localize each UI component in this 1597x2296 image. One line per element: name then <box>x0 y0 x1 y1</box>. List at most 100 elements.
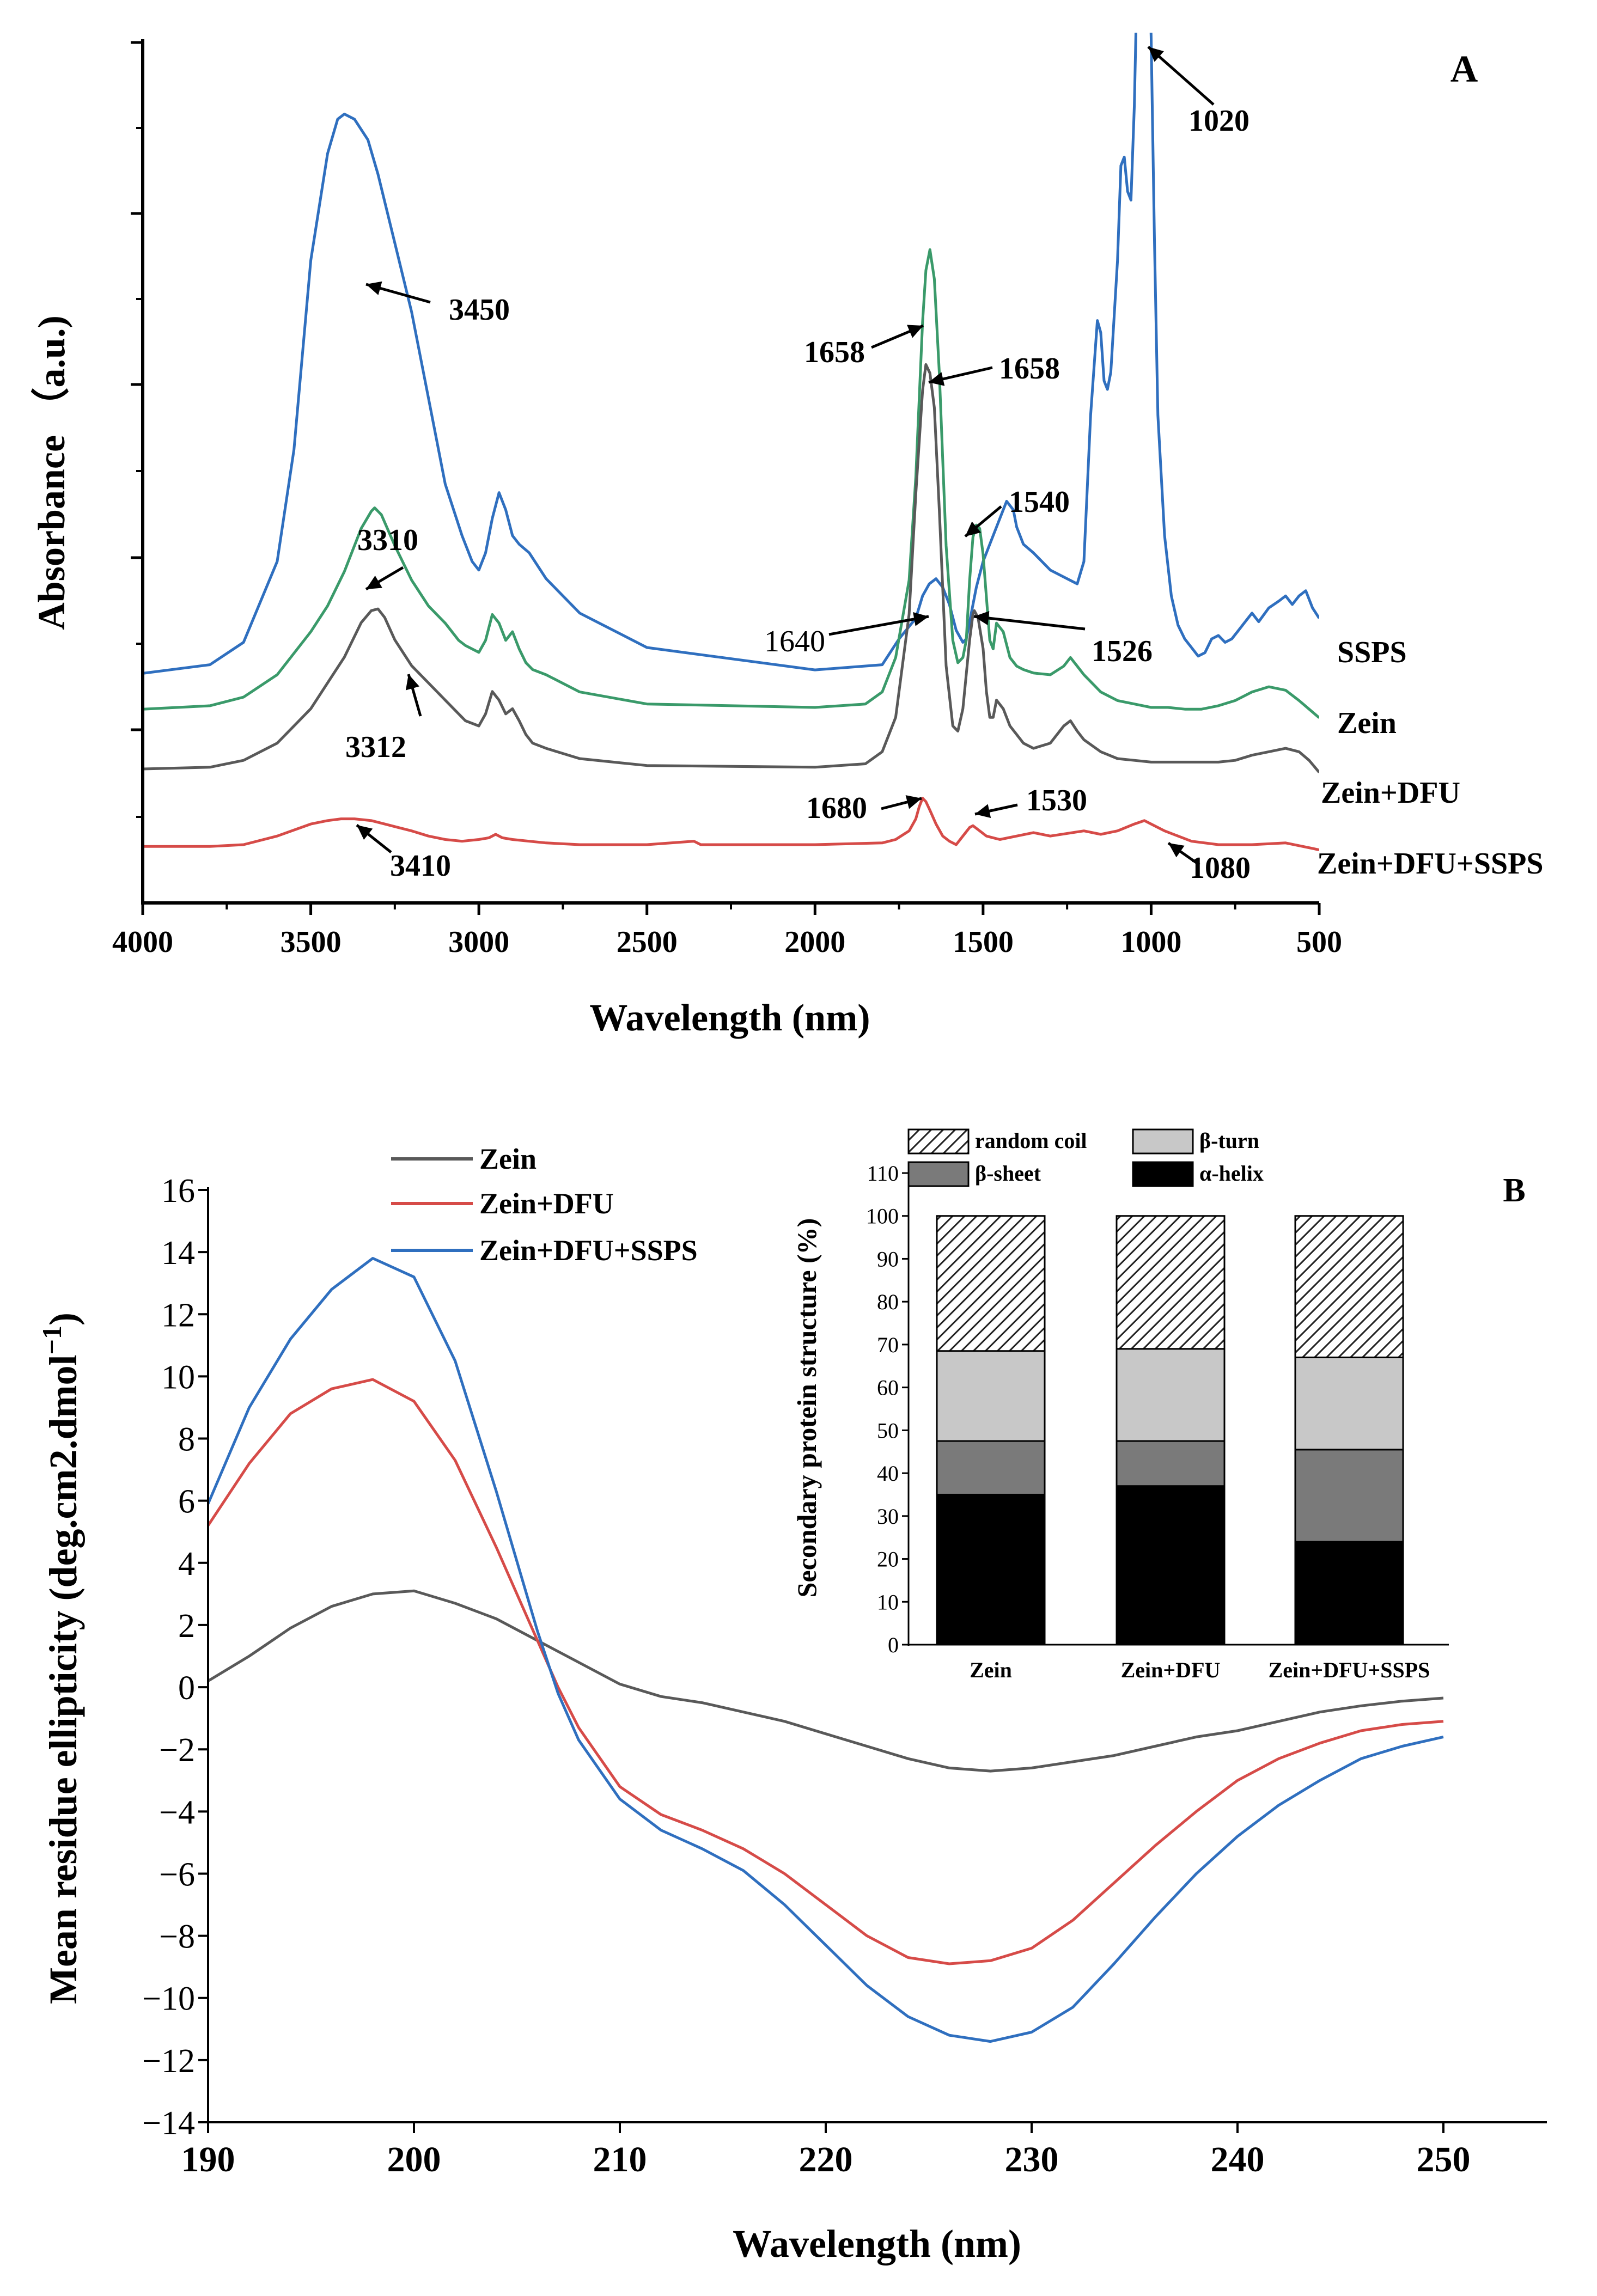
annotation-label: 1540 <box>1009 485 1070 519</box>
annotation-1080: 1080 <box>1167 841 1251 885</box>
panel-a-x-tick-label: 3000 <box>448 925 509 959</box>
inset-legend-item-turn: β-turn <box>1132 1128 1259 1155</box>
annotation-1540: 1540 <box>964 485 1070 538</box>
inset-y-tick-label: 70 <box>877 1333 899 1357</box>
panel-b-x-tick-label: 190 <box>181 2140 235 2179</box>
panel-b-x-tick-label: 200 <box>387 2140 441 2179</box>
panel-b-x-ticks: 190 200 210 220 230 240 250 <box>181 2122 1471 2179</box>
panel-a-x-tick-label: 2500 <box>617 925 678 959</box>
panel-b-y-tick-label: 0 <box>178 1670 195 1707</box>
annotation-1640: 1640 <box>764 612 929 658</box>
inset-segment-helix <box>1116 1485 1226 1646</box>
legend-label: Zein+DFU <box>479 1187 614 1220</box>
inset-legend-swatch <box>907 1161 970 1187</box>
legend-label: Zein <box>479 1143 537 1175</box>
annotation-arrow-head <box>366 576 382 589</box>
inset-bar-zein-dfu <box>1116 1215 1226 1646</box>
inset-y-label: Secondary protein structure (%) <box>791 1218 822 1598</box>
panel-b-y-label-superscript: −1 <box>36 1326 67 1355</box>
inset-segment-random-coil <box>1294 1215 1404 1359</box>
annotation-3450: 3450 <box>365 281 510 327</box>
inset-y-tick-label: 0 <box>888 1633 899 1657</box>
inset-bars <box>936 1215 1404 1646</box>
inset-bar-zein-dfu-ssps <box>1294 1215 1404 1646</box>
panel-a-x-tick-label: 2000 <box>784 925 845 959</box>
series-label-zein-dfu-ssps: Zein+DFU+SSPS <box>1317 847 1543 881</box>
annotation-label: 1640 <box>764 625 825 658</box>
inset-segment-random-coil <box>1116 1215 1226 1350</box>
annotation-1020: 1020 <box>1147 46 1249 138</box>
series-label-ssps: SSPS <box>1337 636 1407 669</box>
inset-segment-sheet <box>936 1440 1046 1495</box>
inset-legend-item-helix: α-helix <box>1132 1161 1264 1187</box>
panel-b-legend-item-zein-dfu-ssps: Zein+DFU+SSPS <box>391 1234 698 1267</box>
annotation-label: 1080 <box>1190 851 1251 885</box>
series-label-zein: Zein <box>1337 706 1397 740</box>
series-label-zein-dfu: Zein+DFU <box>1321 776 1460 810</box>
inset-y-tick-label: 80 <box>877 1290 899 1314</box>
annotation-label: 3450 <box>449 293 510 327</box>
annotation-arrow-head <box>975 804 991 818</box>
inset-segment-turn <box>1294 1357 1404 1451</box>
inset-segment-turn <box>1116 1348 1226 1442</box>
annotation-3312: 3312 <box>345 674 422 764</box>
inset-y-tick-label: 50 <box>877 1418 899 1443</box>
panel-a-x-tick-label: 4000 <box>112 925 173 959</box>
panel-a-x-tick-label: 3500 <box>281 925 342 959</box>
panel-b-x-tick-label: 220 <box>799 2140 853 2179</box>
annotation-3310: 3310 <box>357 523 418 591</box>
annotation-arrow-head <box>929 372 945 386</box>
inset-y-tick-label: 90 <box>877 1247 899 1271</box>
panel-b-y-tick-label: −14 <box>142 2105 195 2142</box>
panel-b-y-tick-label: 16 <box>161 1173 195 1210</box>
annotation-arrow-head <box>965 521 982 536</box>
panel-a-series-group <box>143 33 1319 851</box>
inset-y-tick-label: 30 <box>877 1504 899 1529</box>
panel-b-y-tick-label: 6 <box>178 1483 195 1521</box>
inset-segment-turn <box>936 1350 1046 1442</box>
inset-bar-zein <box>936 1215 1046 1646</box>
panel-a-line-zein-dfu-ssps <box>143 797 1319 851</box>
inset-segment-random-coil <box>936 1215 1046 1352</box>
inset-y-tick-label: 100 <box>866 1204 899 1229</box>
inset-y-tick-label: 40 <box>877 1461 899 1486</box>
panel-b-y-label-main: Mean residue ellipticity (deg.cm2.dmol <box>41 1354 85 2004</box>
panel-b-y-tick-label: −2 <box>159 1732 195 1769</box>
panel-a: 4000 3500 3000 2500 2000 1500 1000 500 1020 3450… <box>31 33 1543 1039</box>
inset-x-labels: Zein Zein+DFU Zein+DFU+SSPS <box>970 1658 1430 1682</box>
annotation-arrow-head <box>907 325 923 338</box>
inset-y-tick-label: 60 <box>877 1376 899 1400</box>
annotation-label: 1020 <box>1188 104 1249 138</box>
panel-b-line-zein <box>207 1589 1444 1773</box>
panel-b-label: B <box>1503 1172 1525 1209</box>
panel-b-legend-item-zein-dfu: Zein+DFU <box>391 1187 614 1220</box>
annotation-arrow-line <box>828 615 929 636</box>
panel-b-line-zein-dfu-ssps <box>207 1257 1444 2043</box>
annotation-arrow-head <box>974 611 990 625</box>
annotation-1680: 1680 <box>806 791 922 825</box>
annotation-1658: 1658 <box>928 352 1060 386</box>
inset-legend-label: α-helix <box>1199 1161 1264 1186</box>
panel-b-legend: Zein Zein+DFU Zein+DFU+SSPS <box>391 1143 698 1267</box>
annotation-arrow-head <box>357 825 373 840</box>
inset-segment-sheet <box>1116 1440 1226 1487</box>
panel-a-line-zein <box>143 248 1319 719</box>
panel-a-x-ticks: 4000 3500 3000 2500 2000 1500 1000 500 <box>112 903 1342 959</box>
panel-b-y-tick-label: 4 <box>178 1546 195 1583</box>
annotation-arrow-line <box>973 615 1086 631</box>
annotation-1526: 1526 <box>973 611 1153 668</box>
panel-a-line-ssps <box>143 33 1319 675</box>
panel-a-label: A <box>1450 48 1478 90</box>
inset-legend-label: β-sheet <box>975 1161 1041 1186</box>
inset-legend-swatch <box>907 1128 970 1155</box>
panel-b-x-label: Wavelength (nm) <box>733 2222 1021 2266</box>
panel-b-x-tick-label: 230 <box>1005 2140 1059 2179</box>
panel-b-y-tick-label: −6 <box>159 1856 195 1893</box>
inset-legend-swatch <box>1132 1161 1194 1187</box>
panel-b-y-tick-label: −10 <box>142 1981 195 2018</box>
panel-a-y-ticks <box>131 41 143 818</box>
annotation-label: 3312 <box>345 730 406 764</box>
panel-b-x-tick-label: 240 <box>1211 2140 1265 2179</box>
